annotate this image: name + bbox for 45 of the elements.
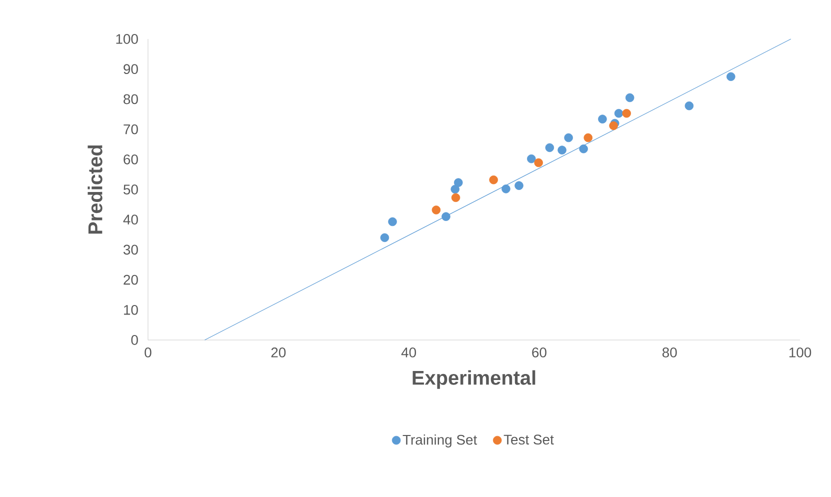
y-tick-label: 10: [124, 304, 138, 315]
point: [432, 206, 441, 214]
point: [625, 93, 634, 102]
point: [442, 212, 450, 221]
point: [388, 217, 397, 226]
y-tick-label: 40: [123, 214, 138, 225]
x-tick-label: 80: [662, 348, 677, 358]
y-tick-label: 0: [131, 335, 138, 345]
x-tick-label: 100: [789, 348, 812, 358]
point: [558, 146, 566, 154]
point: [614, 108, 624, 118]
y-tick-label: 80: [124, 94, 138, 104]
point: [489, 175, 498, 184]
y-tick-label: 60: [124, 154, 138, 164]
point: [534, 158, 543, 168]
point: [598, 114, 607, 124]
point: [527, 154, 536, 164]
point: [514, 181, 524, 190]
point: [622, 108, 631, 118]
y-tick-label: 90: [124, 64, 138, 74]
point: [502, 184, 510, 194]
x-tick-label: 40: [401, 348, 416, 358]
y-axis-title: Predicted: [88, 145, 102, 234]
point: [454, 178, 463, 187]
point: [579, 144, 588, 154]
point: [726, 72, 736, 82]
legend-label: Test Set: [504, 434, 554, 445]
legend-label: Training Set: [402, 434, 478, 448]
y-tick-label: 70: [124, 124, 138, 134]
point: [564, 133, 573, 142]
y-tick-label: 100: [116, 34, 138, 44]
point: [545, 143, 554, 152]
point: [451, 193, 460, 202]
point: [380, 233, 390, 242]
y-tick-label: 30: [124, 244, 138, 255]
point: [609, 121, 618, 130]
y-tick-label: 20: [124, 274, 138, 285]
x-tick-label: 60: [532, 348, 546, 358]
point: [584, 133, 592, 142]
x-axis-title: Experimental: [412, 370, 536, 389]
point: [450, 184, 460, 194]
point: [684, 101, 694, 110]
y-tick-label: 50: [124, 184, 138, 194]
x-tick-label: 20: [271, 348, 286, 358]
x-tick-label: 0: [144, 348, 152, 358]
